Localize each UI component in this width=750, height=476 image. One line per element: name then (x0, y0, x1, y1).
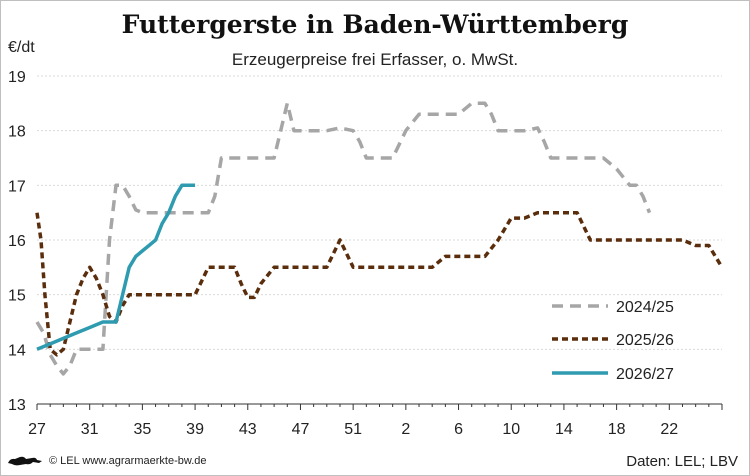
y-tick-label: 19 (8, 69, 26, 86)
series-line-0 (35, 101, 652, 376)
x-tick-label: 35 (133, 421, 151, 438)
footer-credit-text: © LEL www.agrarmaerkte-bw.de (49, 455, 207, 467)
lion-logo-icon (6, 455, 44, 467)
legend: 2024/25 2025/26 2026/27 (552, 299, 674, 383)
y-axis-label: €/dt (8, 39, 35, 56)
x-tick-label: 47 (292, 421, 310, 438)
y-axis-ticks: 13 14 15 16 17 18 19 (8, 69, 26, 414)
x-tick-label: 43 (239, 421, 257, 438)
chart-title: Futtergerste in Baden-Württemberg (121, 10, 629, 39)
chart-subtitle: Erzeugerpreise frei Erfasser, o. MwSt. (231, 50, 519, 69)
series-line-1 (35, 210, 724, 357)
x-tick-label: 22 (660, 421, 678, 438)
y-tick-label: 16 (8, 233, 26, 250)
x-axis-ticks: 27 31 35 39 43 47 51 2 6 10 14 18 22 (28, 404, 723, 438)
series-lines (35, 101, 724, 376)
x-tick-label: 27 (28, 421, 46, 438)
y-tick-label: 18 (8, 124, 26, 141)
x-tick-label: 14 (555, 421, 573, 438)
y-tick-label: 14 (8, 342, 26, 359)
x-tick-label: 51 (344, 421, 362, 438)
legend-label-0: 2024/25 (616, 299, 674, 316)
x-tick-label: 10 (502, 421, 520, 438)
y-tick-label: 13 (8, 397, 26, 414)
legend-label-2: 2026/27 (616, 366, 674, 383)
x-tick-label: 18 (608, 421, 626, 438)
x-tick-label: 2 (401, 421, 410, 438)
y-tick-label: 17 (8, 178, 26, 195)
series-line-2 (36, 183, 196, 351)
x-tick-label: 31 (81, 421, 99, 438)
legend-label-1: 2025/26 (616, 332, 674, 349)
y-tick-label: 15 (8, 288, 26, 305)
x-tick-label: 39 (186, 421, 204, 438)
footer-credit: © LEL www.agrarmaerkte-bw.de (6, 455, 207, 467)
footer-source: Daten: LEL; LBV (626, 453, 738, 470)
x-tick-label: 6 (454, 421, 463, 438)
